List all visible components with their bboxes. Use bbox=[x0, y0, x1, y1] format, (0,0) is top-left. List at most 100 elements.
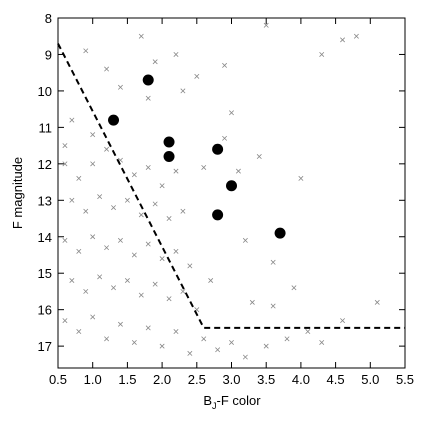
cross-point bbox=[187, 263, 193, 269]
plot-frame bbox=[57, 17, 406, 369]
x-tick-label: 2.0 bbox=[153, 372, 171, 387]
cross-point bbox=[291, 285, 297, 291]
cross-point bbox=[131, 252, 137, 258]
cross-point bbox=[104, 66, 110, 72]
y-tick-label: 16 bbox=[38, 303, 52, 318]
y-axis-label: F magnitude bbox=[10, 157, 25, 229]
cross-point bbox=[131, 172, 137, 178]
cross-point bbox=[222, 62, 228, 68]
cross-point bbox=[76, 329, 82, 335]
cross-point bbox=[111, 205, 117, 211]
cross-point bbox=[180, 208, 186, 214]
selection-boundary bbox=[57, 43, 405, 329]
selected-star bbox=[212, 209, 224, 221]
cross-point bbox=[62, 161, 68, 167]
selected-star bbox=[226, 180, 237, 192]
cross-point bbox=[159, 343, 165, 349]
cross-point bbox=[145, 164, 151, 170]
cross-point bbox=[353, 33, 359, 39]
cross-point bbox=[152, 201, 158, 207]
cross-point bbox=[263, 343, 269, 349]
cross-point bbox=[208, 278, 214, 283]
cross-point bbox=[104, 146, 110, 152]
y-tick-label: 12 bbox=[38, 157, 52, 172]
cross-point bbox=[97, 274, 103, 280]
cross-point bbox=[173, 51, 179, 57]
cross-point bbox=[180, 288, 186, 294]
cross-point bbox=[124, 197, 130, 203]
cross-point bbox=[104, 336, 110, 342]
cross-point bbox=[242, 354, 248, 360]
cross-point bbox=[298, 175, 304, 181]
cross-point bbox=[62, 143, 68, 149]
cross-point bbox=[256, 154, 262, 160]
cross-point bbox=[374, 299, 380, 305]
cross-point bbox=[90, 234, 96, 240]
cross-point bbox=[76, 175, 82, 181]
selected-star bbox=[142, 74, 154, 86]
cross-point bbox=[201, 336, 207, 342]
cross-point bbox=[249, 299, 255, 305]
cross-point bbox=[319, 51, 325, 57]
selected-star bbox=[163, 151, 175, 163]
cross-point bbox=[201, 164, 207, 170]
cross-point bbox=[270, 259, 276, 265]
cross-point bbox=[62, 237, 68, 243]
cross-point bbox=[117, 237, 123, 243]
cross-point bbox=[152, 281, 158, 287]
cross-point bbox=[138, 33, 144, 39]
cross-point bbox=[83, 48, 89, 54]
x-tick-label: 4.5 bbox=[327, 372, 345, 387]
cross-point bbox=[69, 278, 75, 283]
selected-star bbox=[212, 143, 224, 155]
cross-point bbox=[145, 325, 151, 331]
x-tick-label: 0.5 bbox=[49, 372, 67, 387]
cross-point bbox=[166, 296, 172, 302]
x-axis-label: BJ-F color bbox=[203, 393, 261, 411]
cross-point bbox=[138, 292, 144, 298]
cross-point bbox=[159, 183, 165, 189]
cross-point bbox=[180, 88, 186, 94]
y-tick-label: 10 bbox=[38, 84, 52, 99]
x-label-main: B bbox=[203, 393, 212, 408]
cross-point bbox=[159, 256, 165, 262]
cross-point bbox=[173, 248, 179, 254]
y-tick-label: 9 bbox=[45, 47, 52, 62]
selected-star bbox=[108, 114, 120, 126]
cross-point bbox=[166, 216, 172, 222]
x-tick-label: 5.0 bbox=[361, 372, 379, 387]
cross-point bbox=[138, 212, 144, 218]
y-tick-label: 13 bbox=[38, 193, 52, 208]
selected-star bbox=[163, 136, 175, 148]
y-tick-label: 15 bbox=[38, 266, 52, 281]
y-tick-label: 8 bbox=[45, 11, 52, 26]
cross-point bbox=[97, 194, 103, 200]
cross-point bbox=[145, 95, 151, 101]
cross-point bbox=[319, 339, 325, 345]
x-label-rest: -F color bbox=[217, 393, 262, 408]
cross-point bbox=[284, 336, 290, 342]
cross-point bbox=[235, 168, 241, 174]
cross-point bbox=[131, 339, 137, 345]
x-tick-label: 1.0 bbox=[84, 372, 102, 387]
cross-point bbox=[270, 303, 276, 309]
cross-point bbox=[263, 22, 269, 28]
cross-point bbox=[229, 339, 234, 345]
cross-point bbox=[305, 329, 311, 335]
cross-point bbox=[76, 248, 82, 254]
cross-point bbox=[117, 84, 123, 90]
x-tick-label: 1.5 bbox=[118, 372, 136, 387]
x-tick-label: 2.5 bbox=[188, 372, 206, 387]
y-tick-label: 14 bbox=[38, 230, 52, 245]
y-tick-label: 17 bbox=[38, 339, 52, 354]
cross-point bbox=[69, 197, 75, 203]
cross-point bbox=[90, 314, 96, 320]
cross-point bbox=[222, 135, 228, 141]
cross-point bbox=[83, 288, 89, 294]
cross-point bbox=[69, 117, 75, 123]
selected-star bbox=[274, 227, 286, 239]
cross-point bbox=[152, 59, 158, 65]
cross-point bbox=[187, 350, 193, 356]
